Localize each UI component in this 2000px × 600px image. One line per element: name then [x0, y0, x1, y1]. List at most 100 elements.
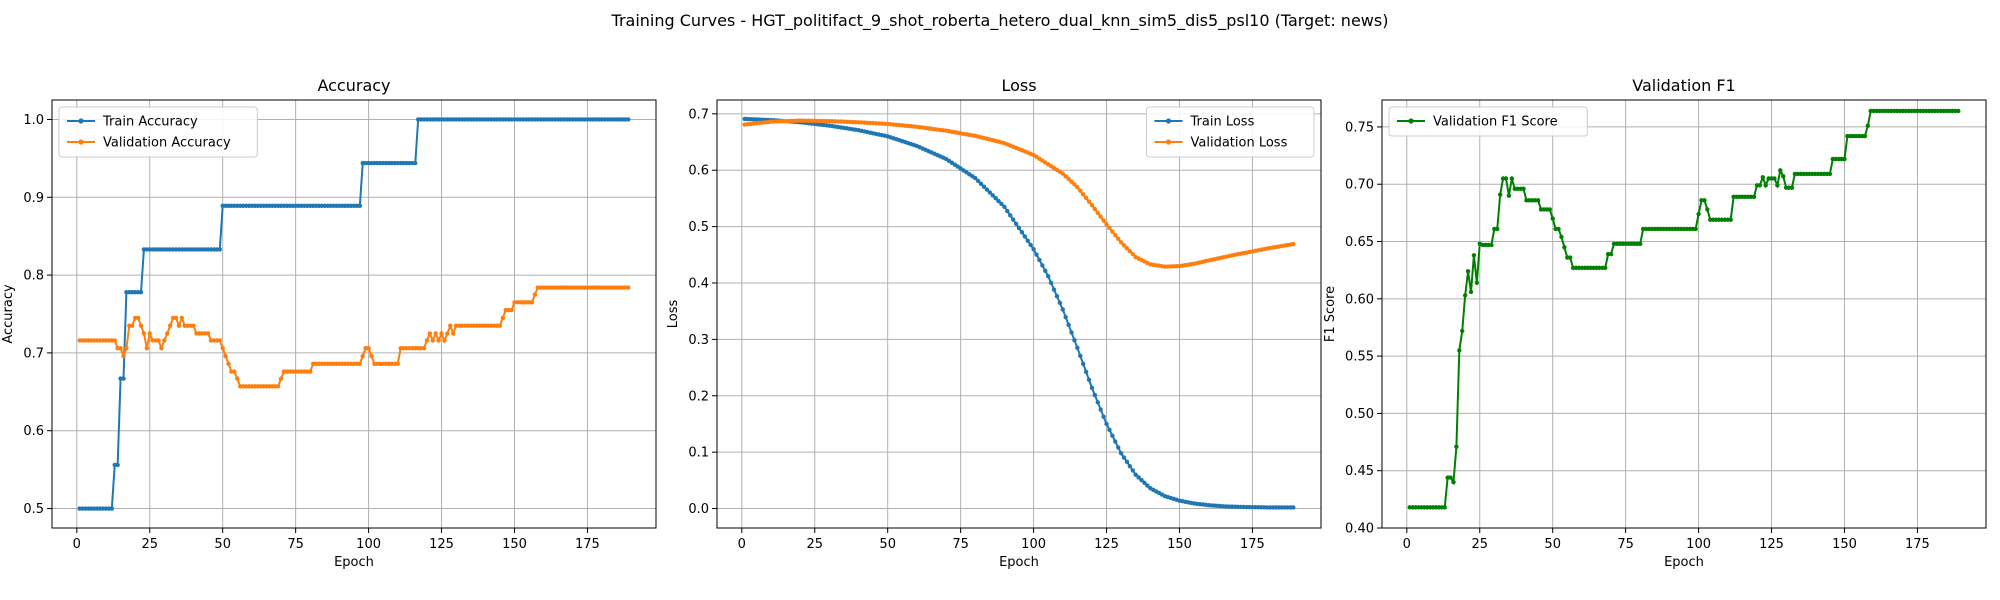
data-point — [1005, 208, 1010, 214]
legend-marker — [78, 139, 84, 145]
data-point — [223, 353, 228, 359]
data-point — [1789, 185, 1795, 190]
x-tick-label: 150 — [1167, 537, 1192, 552]
x-tick-label: 0 — [1403, 537, 1411, 552]
data-point — [278, 376, 284, 381]
data-point — [135, 315, 141, 321]
data-point — [1095, 210, 1100, 216]
data-point — [1136, 475, 1141, 480]
data-point — [1465, 269, 1471, 274]
data-point — [1072, 182, 1077, 187]
data-point — [1702, 198, 1707, 203]
data-point — [130, 323, 135, 328]
data-point — [436, 338, 441, 343]
data-point — [413, 160, 418, 166]
legend-marker — [1165, 139, 1172, 145]
data-point — [1104, 222, 1109, 227]
data-point — [124, 346, 129, 351]
data-point — [366, 346, 371, 351]
x-axis-label: Epoch — [999, 555, 1039, 570]
data-point — [1559, 234, 1564, 240]
data-point — [1497, 192, 1503, 197]
data-point — [308, 369, 313, 374]
y-tick-label: 0.2 — [688, 389, 709, 404]
data-point — [1457, 348, 1462, 353]
data-point — [1080, 361, 1086, 367]
x-tick-label: 100 — [1021, 537, 1046, 552]
data-point — [1130, 468, 1136, 473]
data-point — [191, 323, 196, 328]
data-point — [1002, 204, 1007, 210]
data-point — [1562, 245, 1567, 250]
y-tick-label: 0.40 — [1345, 522, 1374, 537]
data-point — [1086, 199, 1092, 204]
data-point — [1608, 251, 1614, 257]
data-point — [1865, 123, 1871, 128]
data-point — [1104, 421, 1109, 427]
data-point — [626, 117, 631, 122]
data-point — [1471, 253, 1477, 258]
data-point — [1550, 216, 1555, 221]
grid-lines — [717, 100, 1321, 528]
data-point — [1080, 192, 1086, 197]
data-point — [141, 331, 147, 336]
y-tick-label: 0.5 — [688, 220, 709, 235]
data-point — [1503, 176, 1509, 181]
x-tick-label: 175 — [575, 537, 600, 552]
data-point — [1460, 328, 1465, 334]
data-point — [1728, 217, 1733, 222]
panel-loss: 0 25 50 75 100 125 150 175 0.0 0.1 0.2 0.3 0.4 0.5 0.6… — [666, 76, 1322, 570]
data-point — [1060, 171, 1065, 176]
data-point — [427, 331, 433, 336]
data-point — [1016, 225, 1022, 231]
data-point — [497, 323, 503, 328]
y-tick-label: 0.6 — [23, 424, 44, 439]
data-point — [433, 331, 438, 336]
data-point — [1060, 307, 1065, 312]
legend-marker — [1165, 118, 1172, 124]
series-validation-f1-score — [1407, 108, 1961, 510]
data-point — [1705, 207, 1710, 212]
x-tick-label: 100 — [356, 537, 381, 552]
data-point — [159, 346, 164, 351]
data-point — [357, 361, 363, 366]
data-point — [1063, 314, 1068, 320]
data-point — [217, 247, 222, 252]
data-point — [1101, 414, 1106, 419]
data-point — [1118, 451, 1124, 456]
data-point — [1054, 293, 1060, 299]
data-point — [1043, 268, 1048, 274]
y-tick-label: 0.0 — [688, 502, 709, 517]
data-point — [532, 292, 538, 297]
y-axis-label: Loss — [666, 300, 681, 329]
data-point — [138, 290, 144, 295]
y-axis-label: Accuracy — [1, 284, 16, 344]
data-point — [984, 187, 990, 192]
x-tick-label: 25 — [1471, 537, 1488, 552]
data-point — [1089, 385, 1095, 391]
x-tick-label: 0 — [73, 537, 81, 552]
y-tick-label: 0.7 — [23, 346, 44, 361]
data-point — [109, 506, 115, 511]
panel-title: Accuracy — [317, 76, 390, 95]
data-point — [1474, 280, 1480, 285]
x-tick-label: 75 — [287, 537, 304, 552]
y-tick-label: 0.45 — [1345, 464, 1374, 479]
data-point — [1116, 236, 1121, 241]
data-point — [1509, 176, 1515, 181]
panel-accuracy: 0 25 50 75 100 125 150 175 0.5 0.6 0.7 0.8 0.9 1.0 Acc… — [1, 76, 657, 570]
series-validation-accuracy — [77, 285, 631, 389]
data-point — [1291, 241, 1296, 247]
data-point — [1116, 445, 1121, 450]
grid-lines — [52, 100, 656, 528]
y-tick-label: 0.7 — [688, 107, 709, 122]
data-point — [975, 178, 981, 184]
data-point — [1462, 293, 1468, 298]
data-point — [1124, 246, 1130, 251]
data-point — [529, 300, 535, 305]
series-train-loss — [742, 116, 1296, 510]
data-point — [1454, 444, 1459, 449]
data-point — [1521, 186, 1526, 192]
data-point — [179, 315, 185, 321]
data-point — [1086, 377, 1092, 383]
